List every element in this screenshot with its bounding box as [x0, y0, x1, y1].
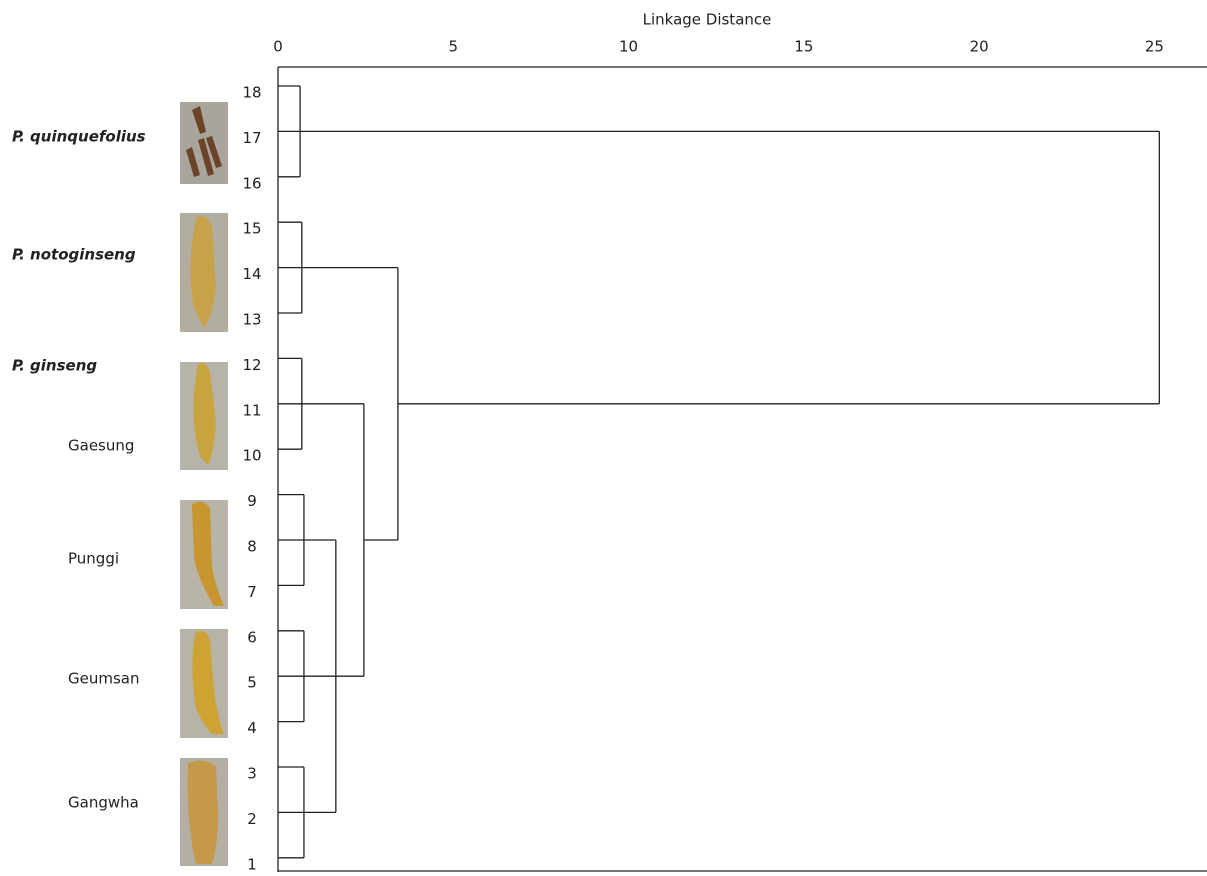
- chart: Linkage Distance 05101520251817161514131…: [0, 0, 1207, 872]
- leaf-label: 17: [242, 129, 261, 147]
- leaf-label: 14: [242, 265, 261, 283]
- group-label: Punggi: [68, 550, 119, 568]
- leaf-label: 7: [247, 583, 257, 601]
- page: {"chart_data": { "type": "dendrogram", "…: [0, 0, 1207, 872]
- leaf-label: 13: [242, 311, 261, 329]
- leaf-label: 4: [247, 719, 257, 737]
- leaf-label: 8: [247, 538, 257, 556]
- group-label: P. quinquefolius: [12, 128, 146, 146]
- photos: [180, 102, 228, 866]
- dendrogram: [278, 86, 1159, 858]
- group-label: P. ginseng: [12, 357, 97, 375]
- leaf-label: 18: [242, 84, 261, 102]
- x-tick-label: 10: [619, 38, 638, 56]
- x-tick-label: 5: [449, 38, 459, 56]
- leaf-label: 16: [242, 174, 261, 192]
- leaf-label: 9: [247, 492, 257, 510]
- leaf-label: 10: [242, 447, 261, 465]
- leaf-label: 1: [247, 855, 257, 872]
- group-label: Gangwha: [68, 794, 139, 812]
- x-tick-label: 25: [1145, 38, 1164, 56]
- leaf-label: 12: [242, 356, 261, 374]
- x-tick-label: 15: [794, 38, 813, 56]
- leaf-label: 11: [242, 401, 261, 419]
- leaf-label: 5: [247, 674, 257, 692]
- group-label: P. notoginseng: [12, 246, 136, 264]
- group-label: Gaesung: [68, 437, 134, 455]
- x-axis-label: Linkage Distance: [643, 11, 772, 29]
- leaf-label: 3: [247, 765, 257, 783]
- leaf-label: 6: [247, 628, 257, 646]
- x-tick-label: 20: [970, 38, 989, 56]
- leaf-label: 2: [247, 810, 257, 828]
- x-tick-label: 0: [273, 38, 283, 56]
- group-label: Geumsan: [68, 670, 139, 688]
- leaf-label: 15: [242, 220, 261, 238]
